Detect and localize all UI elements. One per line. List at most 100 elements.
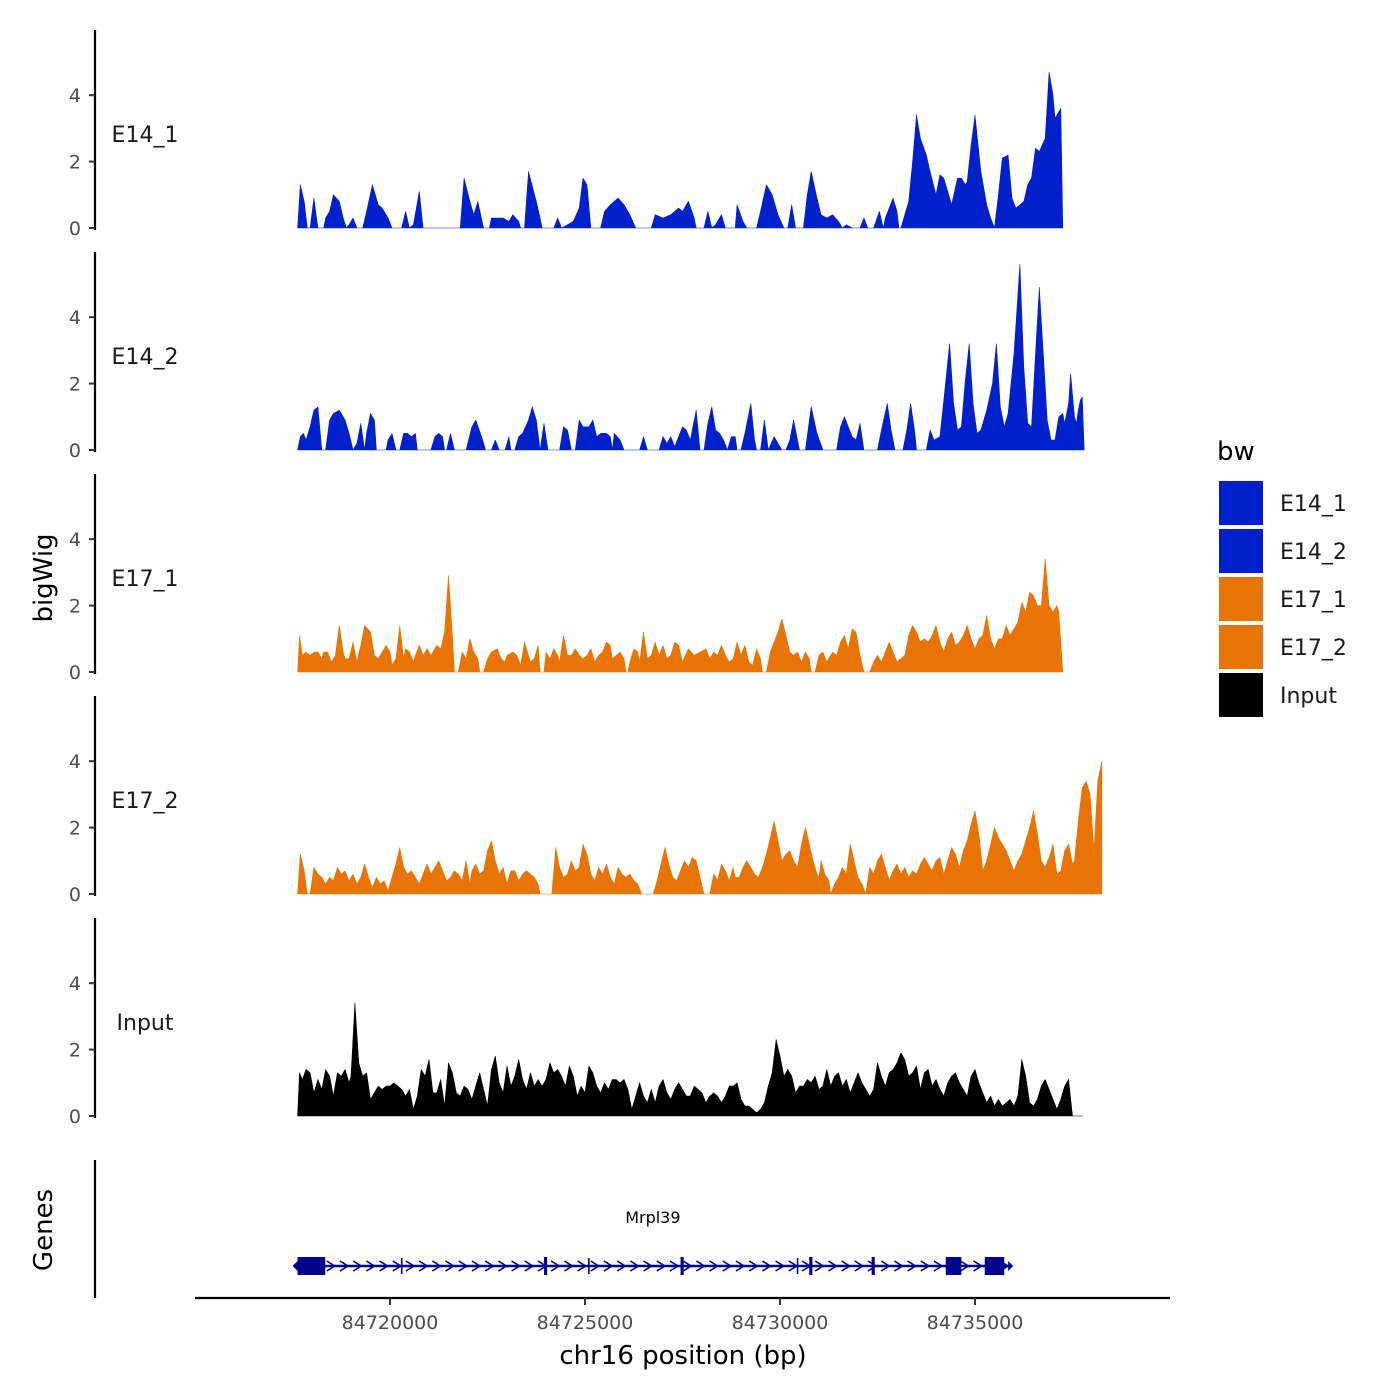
y-tick-label: 0 bbox=[69, 440, 81, 462]
gene-track: Mrpl39 bbox=[93, 1160, 1014, 1298]
strand-arrow bbox=[405, 1260, 416, 1272]
strand-arrow bbox=[880, 1260, 891, 1272]
strand-arrow bbox=[761, 1260, 772, 1272]
track-e17-2: 0 2 4 E17_2 bbox=[69, 696, 1103, 906]
strand-arrow bbox=[511, 1260, 522, 1272]
strand-arrow bbox=[418, 1260, 429, 1272]
strand-arrow bbox=[959, 1260, 970, 1272]
x-tick-label: 84725000 bbox=[537, 1312, 634, 1334]
legend-label: E17_2 bbox=[1280, 636, 1347, 661]
strand-arrow bbox=[748, 1260, 759, 1272]
strand-arrow bbox=[339, 1260, 350, 1272]
strand-arrow bbox=[603, 1260, 614, 1272]
strand-arrow bbox=[722, 1260, 733, 1272]
strand-arrow bbox=[867, 1260, 878, 1272]
x-tick-label: 84735000 bbox=[927, 1312, 1024, 1334]
exon bbox=[809, 1257, 813, 1275]
strand-arrow bbox=[893, 1260, 904, 1272]
y-tick-label: 4 bbox=[69, 85, 81, 107]
y-tick-label: 2 bbox=[69, 818, 81, 840]
y-tick-label: 0 bbox=[69, 662, 81, 684]
strand-arrow bbox=[656, 1260, 667, 1272]
strand-arrow bbox=[973, 1260, 984, 1272]
strand-arrow bbox=[471, 1260, 482, 1272]
coverage-area-e14-1 bbox=[297, 71, 1064, 229]
y-tick-label: 0 bbox=[69, 1106, 81, 1128]
strand-arrow bbox=[458, 1260, 469, 1272]
track-input: 0 2 4 Input bbox=[69, 918, 1083, 1128]
legend-title: bw bbox=[1217, 437, 1255, 467]
y-tick-label: 4 bbox=[69, 973, 81, 995]
strand-arrow bbox=[735, 1260, 746, 1272]
strand-arrow bbox=[827, 1260, 838, 1272]
track-label: E17_2 bbox=[112, 789, 179, 814]
y-tick-label: 4 bbox=[69, 307, 81, 329]
x-tick-label: 84730000 bbox=[732, 1312, 829, 1334]
exon bbox=[871, 1257, 875, 1275]
legend-label: E14_1 bbox=[1280, 492, 1347, 517]
strand-arrow bbox=[616, 1260, 627, 1272]
strand-arrow bbox=[907, 1260, 918, 1272]
strand-arrow bbox=[933, 1260, 944, 1272]
track-label: E14_2 bbox=[112, 345, 179, 370]
y-tick-label: 2 bbox=[69, 596, 81, 618]
gene-end-cap bbox=[1008, 1261, 1014, 1271]
y-tick-label: 0 bbox=[69, 884, 81, 906]
coverage-area-e17-2 bbox=[297, 760, 1103, 895]
y-tick-label: 4 bbox=[69, 529, 81, 551]
track-label: E17_1 bbox=[112, 567, 179, 592]
strand-arrow bbox=[365, 1260, 376, 1272]
legend-label: E14_2 bbox=[1280, 540, 1347, 565]
coverage-area-input bbox=[297, 1002, 1083, 1117]
exon bbox=[297, 1257, 326, 1275]
strand-arrow bbox=[379, 1260, 390, 1272]
strand-arrow bbox=[392, 1260, 403, 1272]
y-tick-label: 2 bbox=[69, 1040, 81, 1062]
strand-arrow bbox=[695, 1260, 706, 1272]
y-axis-title: bigWig bbox=[29, 533, 59, 622]
track-e17-1: 0 2 4 E17_1 bbox=[69, 474, 1064, 684]
strand-arrow bbox=[643, 1260, 654, 1272]
y-tick-label: 2 bbox=[69, 152, 81, 174]
legend-label: E17_1 bbox=[1280, 588, 1347, 613]
legend-swatch-e14-2 bbox=[1219, 529, 1263, 573]
strand-arrow bbox=[326, 1260, 337, 1272]
x-axis: 84720000 84725000 84730000 84735000 bbox=[195, 1296, 1170, 1334]
exon bbox=[945, 1257, 962, 1275]
coverage-area-e14-2 bbox=[297, 263, 1085, 451]
y-tick-label: 4 bbox=[69, 751, 81, 773]
coverage-area-e17-1 bbox=[297, 558, 1064, 673]
exon bbox=[984, 1257, 1005, 1275]
legend: bw E14_1 E14_2 E17_1 E17_2 Input bbox=[1217, 437, 1347, 717]
strand-arrow bbox=[854, 1260, 865, 1272]
legend-swatch-input bbox=[1219, 673, 1263, 717]
bigwig-tracks: 0 2 4 E14_1 0 2 4 E14_2 0 2 4 E17_1 0 2 4 E17_2 0 2 4 Input bbox=[69, 30, 1103, 1128]
strand-arrow bbox=[497, 1260, 508, 1272]
strand-arrow bbox=[775, 1260, 786, 1272]
strand-arrow bbox=[484, 1260, 495, 1272]
genes-axis-title: Genes bbox=[29, 1189, 59, 1271]
x-axis-title: chr16 position (bp) bbox=[559, 1341, 806, 1371]
strand-arrow bbox=[563, 1260, 574, 1272]
strand-arrow bbox=[629, 1260, 640, 1272]
x-tick-label: 84720000 bbox=[342, 1312, 439, 1334]
legend-swatch-e17-1 bbox=[1219, 577, 1263, 621]
track-e14-1: 0 2 4 E14_1 bbox=[69, 30, 1064, 240]
gene-label: Mrpl39 bbox=[625, 1208, 680, 1227]
legend-swatch-e17-2 bbox=[1219, 625, 1263, 669]
strand-arrow bbox=[577, 1260, 588, 1272]
strand-arrow bbox=[352, 1260, 363, 1272]
exon bbox=[680, 1257, 684, 1275]
track-label: Input bbox=[117, 1011, 174, 1036]
y-tick-label: 0 bbox=[69, 218, 81, 240]
track-e14-2: 0 2 4 E14_2 bbox=[69, 252, 1085, 462]
y-tick-label: 2 bbox=[69, 374, 81, 396]
strand-arrow bbox=[431, 1260, 442, 1272]
track-label: E14_1 bbox=[112, 123, 179, 148]
exon bbox=[544, 1257, 548, 1275]
strand-arrow bbox=[920, 1260, 931, 1272]
strand-arrow bbox=[445, 1260, 456, 1272]
strand-arrow bbox=[841, 1260, 852, 1272]
strand-arrow bbox=[709, 1260, 720, 1272]
